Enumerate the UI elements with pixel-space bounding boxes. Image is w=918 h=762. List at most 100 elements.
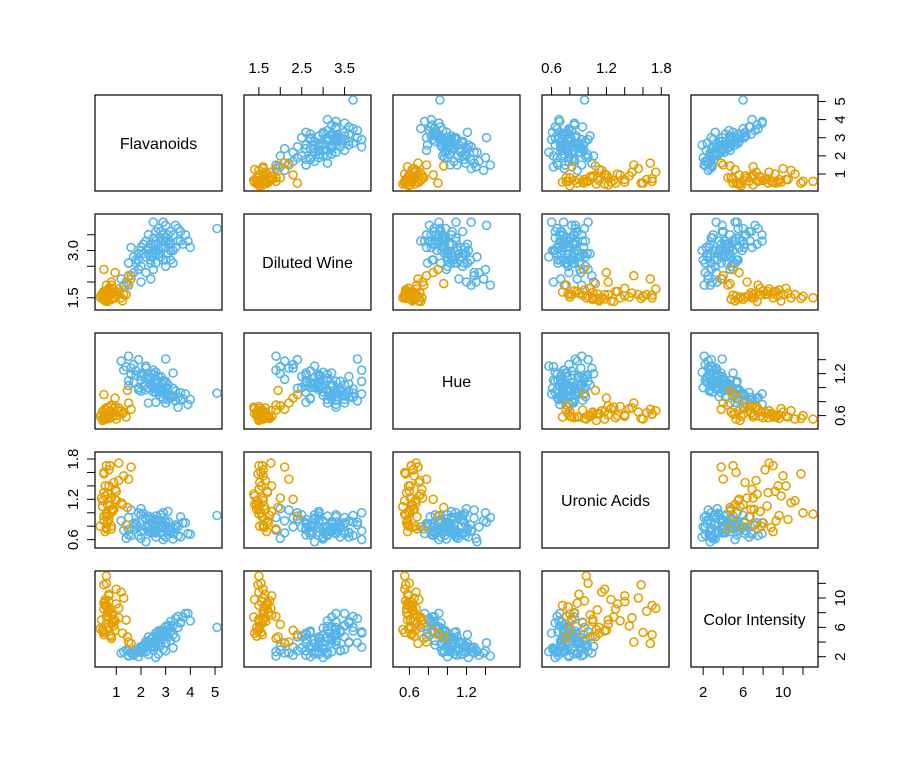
point-g0-81-r0-c1 xyxy=(301,127,311,138)
point-g1-43-r3-c0 xyxy=(123,474,134,485)
point-g0-84-r2-c3 xyxy=(574,387,584,398)
point-g0-15-r0-c1 xyxy=(301,143,311,154)
point-g1-40-r1-c2 xyxy=(418,280,429,291)
point-g0-79-r4-c0 xyxy=(180,608,191,619)
point-g0-83-r1-c0 xyxy=(143,230,154,240)
point-g1-19-r1-c3 xyxy=(638,291,648,302)
point-g1-44-r0-c2 xyxy=(428,170,439,180)
point-g0-80-r1-c4 xyxy=(747,242,757,253)
point-g0-60-r1-c2 xyxy=(457,248,468,259)
point-g1-20-r4-c0 xyxy=(107,610,118,620)
point-g1-42-r2-c0 xyxy=(117,408,128,419)
point-g0-62-r4-c1 xyxy=(301,650,311,661)
point-g0-81-r0-c3 xyxy=(562,127,572,138)
point-g0-63-r0-c3 xyxy=(543,147,554,158)
point-g1-41-r4-c2 xyxy=(402,615,413,625)
point-g1-37-r0-c2 xyxy=(410,179,420,189)
point-g0-65-r4-c2 xyxy=(451,645,461,656)
point-g0-55-r4-c3 xyxy=(578,649,589,660)
point-g1-47-r1-c0 xyxy=(122,278,133,289)
point-g0-27-r0-c2 xyxy=(419,116,430,127)
point-g0-87-r2-c3 xyxy=(552,384,562,395)
point-g0-44-r1-c2 xyxy=(478,274,489,284)
point-g1-42-r1-c0 xyxy=(117,296,128,306)
point-g0-63-r0-c4 xyxy=(705,147,716,158)
point-g0-72-r3-c1 xyxy=(356,507,367,518)
point-g1-47-r1-c2 xyxy=(438,278,449,289)
point-g0-85-r1-c2 xyxy=(446,248,457,259)
point-g1-39-r2-c3 xyxy=(581,414,592,424)
point-g1-40-r3-c1 xyxy=(271,524,281,534)
point-g0-83-r3-c0 xyxy=(143,518,154,529)
point-g1-34-r3-c0 xyxy=(107,504,118,515)
point-g0-88-r3-c4 xyxy=(711,526,722,536)
point-g1-46-r4-c2 xyxy=(433,629,443,640)
point-g0-87-r4-c0 xyxy=(133,646,144,657)
point-g1-36-r3-c1 xyxy=(260,514,270,525)
point-g0-81-r1-c2 xyxy=(462,258,473,268)
tick-label-top-1-2: 3.5 xyxy=(334,60,355,77)
point-g1-11-r1-c4 xyxy=(798,291,808,302)
point-g0-30-r2-c0 xyxy=(212,388,222,399)
point-g1-25-r3-c4 xyxy=(758,517,768,528)
point-g0-71-r1-c4 xyxy=(745,236,755,246)
point-g1-30-r4-c1 xyxy=(253,579,263,590)
point-g0-63-r3-c2 xyxy=(472,536,482,547)
point-g1-29-r4-c0 xyxy=(101,618,112,628)
point-g0-48-r0-c1 xyxy=(301,154,311,165)
point-g1-12-r4-c3 xyxy=(627,612,637,623)
tick-label-top-3-1: 1.2 xyxy=(596,60,617,77)
point-g1-1-r3-c4 xyxy=(763,487,773,498)
point-g1-35-r3-c2 xyxy=(405,481,416,491)
point-g0-86-r3-c4 xyxy=(706,524,717,535)
point-g1-37-r1-c3 xyxy=(599,294,610,304)
point-g0-75-r0-c2 xyxy=(460,142,471,152)
point-g0-41-r2-c3 xyxy=(588,368,599,379)
point-g1-15-r4-c3 xyxy=(633,593,644,603)
point-g1-39-r0-c4 xyxy=(808,176,818,187)
tick-label-top-1-1: 2.5 xyxy=(291,60,312,77)
point-g1-30-r1-c3 xyxy=(636,293,646,304)
point-g1-46-r3-c0 xyxy=(99,511,109,521)
point-g0-78-r0-c1 xyxy=(331,123,341,134)
point-g1-30-r2-c3 xyxy=(636,413,646,424)
point-g1-46-r4-c1 xyxy=(292,629,303,640)
panel-frame-1-1 xyxy=(243,213,372,311)
point-g0-63-r1-c4 xyxy=(705,251,716,262)
point-g0-74-r2-c0 xyxy=(165,393,176,403)
point-g0-37-r1-c2 xyxy=(469,270,479,281)
point-g0-36-r2-c1 xyxy=(356,389,367,399)
point-g1-43-r1-c3 xyxy=(628,270,639,281)
point-g0-46-r2-c1 xyxy=(271,365,281,376)
point-g0-78-r3-c0 xyxy=(173,522,183,532)
point-g1-45-r0-c4 xyxy=(716,158,727,168)
panel-frame-1-4 xyxy=(690,213,819,311)
point-g1-38-r0-c1 xyxy=(266,167,276,177)
point-g1-46-r0-c2 xyxy=(433,178,443,188)
point-g0-72-r1-c3 xyxy=(583,217,593,227)
point-g0-13-r0-c1 xyxy=(352,125,363,136)
point-g1-38-r1-c0 xyxy=(114,284,124,294)
point-g0-45-r3-c1 xyxy=(288,522,298,532)
point-g0-56-r4-c2 xyxy=(430,640,440,650)
point-g0-78-r1-c2 xyxy=(415,236,426,246)
tick-label-bottom-0-1: 2 xyxy=(137,684,145,701)
point-g0-85-r0-c3 xyxy=(585,131,595,141)
point-g1-42-r2-c1 xyxy=(249,408,260,419)
tick-label-bottom-4-2: 10 xyxy=(775,684,792,701)
point-g1-43-r3-c1 xyxy=(284,474,294,485)
point-g0-82-r0-c2 xyxy=(457,136,468,147)
point-g1-36-r1-c4 xyxy=(783,288,793,299)
point-g1-47-r3-c4 xyxy=(725,502,735,513)
point-g0-80-r4-c0 xyxy=(185,615,196,626)
point-g0-64-r2-c1 xyxy=(326,368,337,378)
point-g0-44-r4-c1 xyxy=(279,648,290,658)
point-g1-40-r0-c4 xyxy=(723,172,733,183)
point-g0-22-r1-c4 xyxy=(737,245,747,256)
point-g0-41-r0-c1 xyxy=(275,151,286,161)
point-g0-27-r1-c4 xyxy=(757,236,767,246)
point-g1-21-r3-c4 xyxy=(786,497,796,508)
tick-label-right-0-4: 5 xyxy=(832,97,849,105)
point-g0-82-r3-c1 xyxy=(344,528,354,538)
point-g0-86-r1-c4 xyxy=(706,258,717,268)
